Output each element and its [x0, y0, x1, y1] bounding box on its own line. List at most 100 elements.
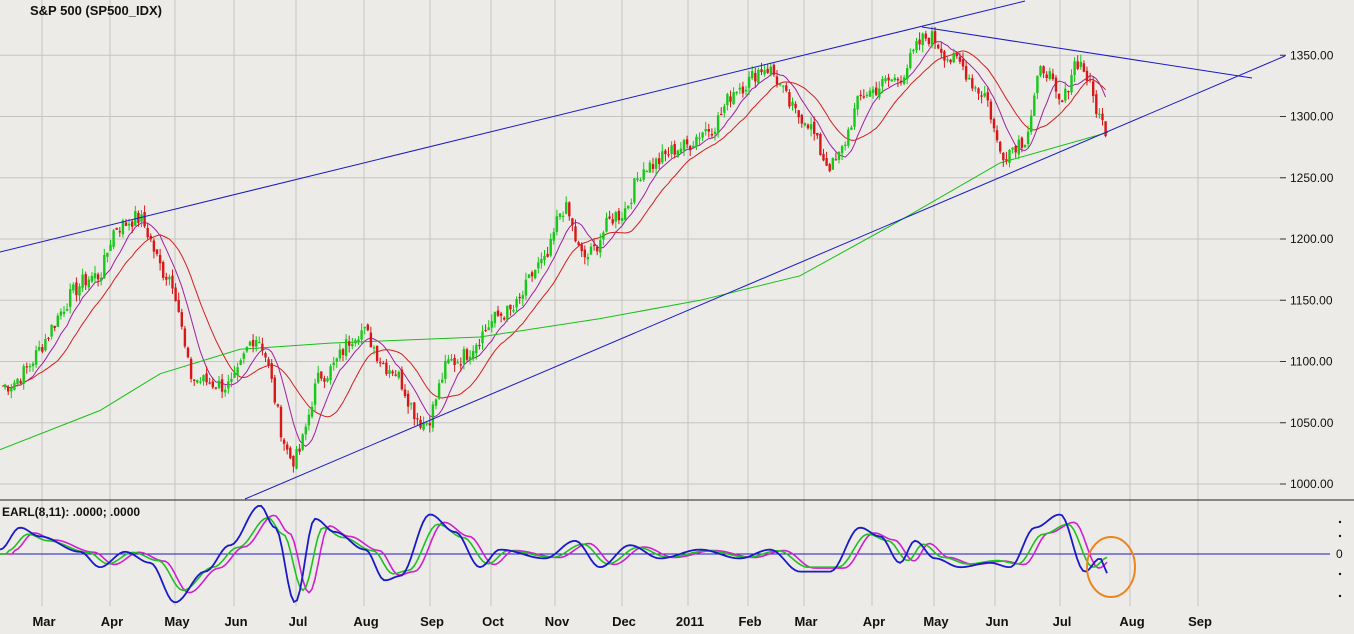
candle-up: [661, 151, 664, 163]
candle-up: [487, 327, 490, 331]
candle-down: [992, 119, 996, 129]
candle-down: [933, 31, 937, 44]
candle-up: [744, 89, 748, 92]
candle-down: [800, 114, 803, 124]
candle-down: [382, 362, 385, 365]
candle-up: [670, 145, 673, 155]
candle-down: [754, 72, 757, 82]
candle-down: [155, 249, 159, 255]
candle-up: [22, 366, 25, 384]
candle-up: [13, 382, 16, 390]
candle-up: [3, 384, 7, 388]
candle-down: [887, 77, 890, 81]
candle-up: [462, 349, 466, 364]
candle-up: [840, 146, 844, 154]
candle-up: [1036, 75, 1039, 94]
candle-up: [103, 255, 106, 279]
candle-down: [961, 59, 965, 67]
long-moving-average: [0, 131, 1109, 451]
candle-down: [980, 95, 983, 97]
candle-down: [261, 343, 264, 351]
candle-up: [248, 341, 252, 346]
candle-up: [1048, 71, 1051, 79]
candle-up: [952, 53, 955, 63]
trend-line-layer: [0, 0, 1286, 500]
candle-up: [44, 338, 47, 351]
candle-up: [506, 305, 509, 320]
candle-up: [803, 122, 807, 126]
candle-up: [69, 289, 72, 307]
candle-down: [289, 447, 292, 459]
candle-down: [341, 349, 345, 355]
candle-down: [673, 144, 676, 155]
candle-up: [10, 387, 13, 392]
candle-up: [31, 363, 35, 367]
y-tick-label: 1300.00: [1290, 110, 1334, 124]
candle-up: [112, 230, 115, 248]
candle-down: [775, 76, 779, 85]
candle-up: [682, 140, 686, 151]
candle-down: [611, 219, 614, 224]
candle-down: [571, 218, 574, 226]
candle-up: [87, 279, 90, 288]
candle-up: [441, 379, 444, 383]
candle-down: [459, 364, 462, 366]
candle-down: [323, 378, 326, 382]
candle-up: [140, 214, 143, 222]
candle-up: [602, 232, 605, 240]
candle-down: [806, 124, 810, 129]
candle-down: [1020, 137, 1024, 148]
candle-up: [81, 274, 84, 288]
candle-up: [930, 31, 934, 46]
candle-down: [664, 150, 667, 155]
candle-up: [202, 375, 205, 382]
candle-up: [301, 434, 304, 450]
oscillator-fast-line: [0, 504, 1108, 604]
candle-down: [428, 423, 431, 426]
candle-up: [78, 286, 81, 296]
candle-up: [1064, 88, 1067, 101]
candle-down: [875, 87, 878, 96]
candle-down: [955, 53, 958, 57]
candle-down: [1092, 81, 1095, 97]
candle-up: [561, 215, 565, 217]
candle-up: [915, 41, 918, 51]
candle-down: [949, 59, 952, 63]
candle-down: [1042, 66, 1045, 74]
candle-up: [372, 347, 376, 349]
candle-up: [751, 71, 754, 79]
candle-down: [896, 78, 900, 81]
osc-scale-dot: [1338, 534, 1342, 538]
candle-up: [906, 68, 909, 80]
candle-down: [1085, 70, 1089, 82]
candle-down: [822, 153, 825, 161]
candle-up: [444, 360, 447, 379]
candle-up: [521, 295, 524, 299]
candle-up: [856, 95, 859, 110]
x-tick-label: Dec: [612, 614, 636, 629]
candle-up: [865, 94, 869, 97]
candle-down: [1045, 74, 1048, 78]
candle-up: [326, 378, 329, 382]
candle-up: [946, 59, 949, 61]
candle-down: [162, 262, 165, 278]
candle-down: [720, 113, 723, 116]
candle-up: [168, 276, 171, 280]
x-tick-label: Apr: [863, 614, 885, 629]
candles-layer: [3, 26, 1107, 473]
candle-up: [605, 217, 608, 232]
candle-down: [797, 110, 800, 118]
candle-down: [568, 202, 571, 217]
candle-down: [189, 358, 193, 379]
candle-down: [1076, 61, 1079, 69]
candle-up: [726, 93, 729, 106]
candle-up: [437, 383, 441, 399]
candle-down: [1014, 145, 1017, 153]
candle-down: [115, 227, 118, 230]
candle-up: [586, 256, 590, 260]
candle-down: [143, 212, 146, 227]
candle-down: [772, 64, 776, 75]
main-chart-title: S&P 500 (SP500_IDX): [30, 3, 162, 18]
candle-up: [357, 339, 360, 342]
